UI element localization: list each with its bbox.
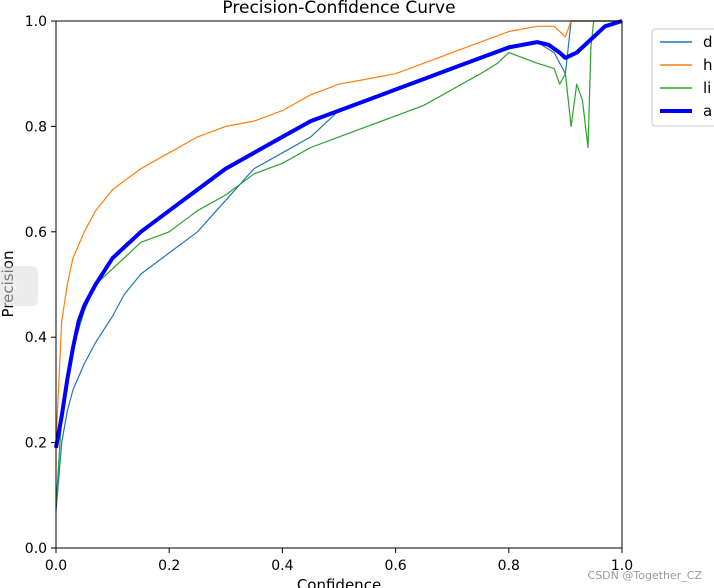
legend-frame [651, 28, 714, 127]
y-tick-label: 0.8 [25, 119, 47, 135]
x-tick-label: 0.2 [158, 558, 180, 574]
series-line-li [55, 20, 622, 506]
x-tick-label: 1.0 [611, 558, 633, 574]
legend-label-h: h [703, 56, 713, 74]
y-tick-label: 0.4 [25, 330, 47, 346]
plot-frame [55, 20, 623, 549]
legend: dh li a [651, 28, 714, 127]
previous-image-button[interactable]: ‹ [0, 266, 38, 306]
x-tick-label: 0.6 [384, 558, 406, 574]
x-axis: 0.0 0.2 0.4 0.6 0.8 1.0 [45, 548, 633, 574]
x-axis-label: Confidence [297, 576, 381, 588]
x-tick-label: 0.8 [498, 558, 520, 574]
y-axis: 0.0 0.2 0.4 0.6 0.8 1.0 [25, 14, 56, 557]
y-tick-label: 1.0 [25, 14, 47, 30]
series-line-d [55, 20, 622, 512]
x-tick-label: 0.4 [271, 558, 293, 574]
series-line-h [55, 20, 622, 443]
x-tick-label: 0.0 [45, 558, 67, 574]
legend-label-d: d [703, 33, 713, 51]
watermark: CSDN @Together_CZ [587, 569, 702, 582]
series-line-a [54, 19, 623, 449]
series-layer [54, 19, 623, 512]
legend-label-li: li [703, 79, 711, 97]
chevron-left-icon: ‹ [11, 275, 19, 296]
chart-title: Precision-Confidence Curve [222, 0, 455, 18]
y-tick-label: 0.6 [25, 225, 47, 241]
y-tick-label: 0.0 [25, 541, 47, 557]
y-tick-label: 0.2 [25, 436, 47, 452]
legend-label-a: a [703, 102, 712, 120]
